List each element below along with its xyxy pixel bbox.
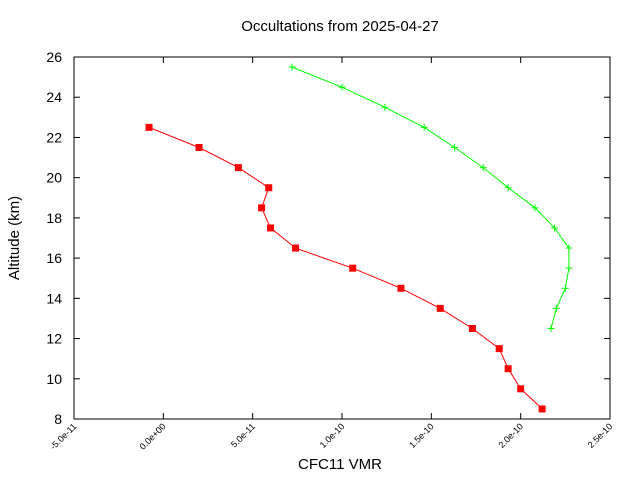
data-point: [479, 164, 487, 172]
data-point: [565, 264, 573, 272]
y-tick-label: 16: [46, 250, 62, 266]
data-point: [397, 284, 405, 292]
y-tick-label: 10: [46, 371, 62, 387]
x-tick-label: 2.0e-10: [496, 421, 525, 450]
data-point: [265, 184, 273, 192]
data-point: [145, 123, 153, 131]
data-point: [504, 184, 512, 192]
y-tick-label: 22: [46, 129, 62, 145]
plot-frame: [73, 56, 611, 420]
y-tick-label: 24: [46, 89, 62, 105]
x-tick-label: 0.0e+00: [137, 421, 167, 451]
data-point: [288, 63, 296, 71]
x-tick-label: 5.0e-11: [229, 421, 257, 449]
data-point: [234, 164, 242, 172]
y-tick-label: 12: [46, 331, 62, 347]
data-point: [258, 204, 266, 212]
y-tick-label: 26: [46, 49, 62, 65]
x-axis: -5.0e-11 0.0e+00 5.0e-11 1.0e-10 1.5e-10 2.0e…: [48, 57, 614, 452]
data-point: [381, 103, 389, 111]
data-point: [504, 365, 512, 373]
x-tick-label: 2.5e-10: [586, 421, 615, 450]
y-tick-label: 18: [46, 210, 62, 226]
data-point: [292, 244, 300, 252]
data-point: [436, 304, 444, 312]
y-axis-label: Altitude (km): [6, 196, 23, 280]
data-point: [468, 325, 476, 332]
x-axis-label: CFC11 VMR: [298, 456, 382, 473]
x-tick-label: 1.0e-10: [318, 421, 347, 450]
data-point: [338, 83, 346, 91]
x-tick-label: -5.0e-11: [48, 421, 78, 451]
y-axis: 8 10 12 14 16 18 20 22 24 26: [46, 49, 610, 427]
data-point: [420, 123, 428, 131]
data-point: [561, 284, 569, 292]
data-point: [195, 144, 203, 151]
data-point: [517, 385, 525, 393]
data-point: [349, 264, 357, 272]
y-tick-label: 20: [46, 170, 62, 186]
y-tick-label: 14: [46, 290, 62, 306]
data-point: [495, 345, 503, 353]
plot-border: [73, 56, 611, 420]
series-2: [288, 63, 573, 332]
data-point: [267, 224, 275, 232]
y-tick-label: 8: [54, 411, 62, 427]
series-1: [145, 123, 546, 413]
series-layer: [145, 63, 573, 413]
data-point: [531, 204, 539, 212]
x-tick-label: 1.5e-10: [407, 421, 436, 450]
data-point: [551, 224, 559, 232]
data-point: [552, 304, 560, 312]
data-point: [451, 144, 459, 151]
series-line: [291, 66, 570, 329]
data-point: [565, 244, 573, 252]
data-point: [547, 325, 555, 332]
data-point: [538, 405, 546, 413]
chart-title: Occultations from 2025-04-27: [241, 18, 439, 35]
